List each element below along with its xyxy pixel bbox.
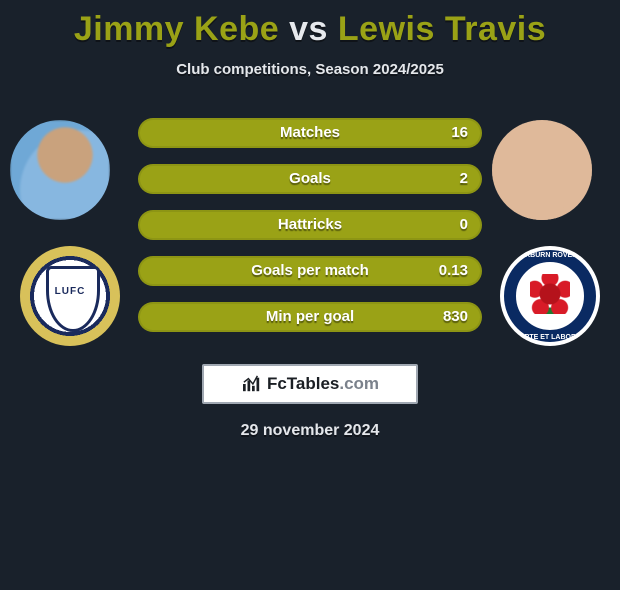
title-player1: Jimmy Kebe xyxy=(74,10,279,48)
stat-bar: Matches 16 xyxy=(138,118,482,148)
player2-club-badge: BLACKBURN ROVERS F.C ARTE ET LABORE xyxy=(500,246,600,346)
stat-bar-value: 2 xyxy=(460,164,468,194)
date-text: 29 november 2024 xyxy=(0,422,620,440)
brand-text: FcTables.com xyxy=(267,374,379,394)
brand-tld: .com xyxy=(339,374,379,393)
brand-name: FcTables xyxy=(267,374,339,393)
title: Jimmy Kebe vs Lewis Travis xyxy=(0,10,620,49)
stat-bar-label: Goals per match xyxy=(138,256,482,286)
blackburn-ring-text: BLACKBURN ROVERS F.C ARTE ET LABORE xyxy=(500,246,600,346)
stat-bar-label: Matches xyxy=(138,118,482,148)
brand-chart-icon xyxy=(241,375,263,393)
stat-bars: Matches 16 Goals 2 Hattricks 0 Goals per… xyxy=(138,118,482,348)
player1-club-badge xyxy=(20,246,120,346)
stat-bar-value: 0.13 xyxy=(439,256,468,286)
stat-bar-label: Hattricks xyxy=(138,210,482,240)
stat-bar: Hattricks 0 xyxy=(138,210,482,240)
stat-bar-value: 0 xyxy=(460,210,468,240)
title-vs: vs xyxy=(289,10,328,48)
player2-avatar xyxy=(492,120,592,220)
stat-bar: Goals per match 0.13 xyxy=(138,256,482,286)
stat-bar-label: Min per goal xyxy=(138,302,482,332)
stat-bar: Min per goal 830 xyxy=(138,302,482,332)
stat-bar-value: 16 xyxy=(451,118,468,148)
stat-bar-value: 830 xyxy=(443,302,468,332)
brand-badge: FcTables.com xyxy=(202,364,418,404)
stat-bar: Goals 2 xyxy=(138,164,482,194)
subtitle: Club competitions, Season 2024/2025 xyxy=(0,61,620,78)
stat-bar-label: Goals xyxy=(138,164,482,194)
player1-avatar xyxy=(10,120,110,220)
comparison-stage: BLACKBURN ROVERS F.C ARTE ET LABORE Matc… xyxy=(0,98,620,358)
title-player2: Lewis Travis xyxy=(338,10,546,48)
